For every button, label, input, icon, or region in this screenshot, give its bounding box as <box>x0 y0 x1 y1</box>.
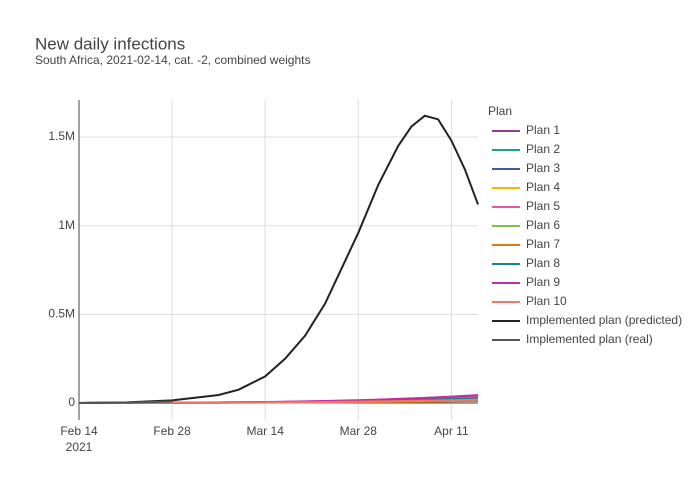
series-line <box>78 114 479 404</box>
x-tick-year: 2021 <box>66 440 93 454</box>
legend-label: Plan 6 <box>526 218 560 232</box>
x-tick-label: Apr 11 <box>434 424 469 438</box>
x-tick-label: Mar 28 <box>340 424 378 438</box>
x-tick-label: Feb 28 <box>153 424 191 438</box>
legend-label: Plan 4 <box>526 180 560 194</box>
legend-label: Plan 7 <box>526 237 560 251</box>
chart-title: New daily infections <box>35 34 185 53</box>
y-tick-label: 1M <box>58 218 75 232</box>
legend-label: Plan 2 <box>526 142 560 156</box>
y-tick-label: 0.5M <box>48 307 75 321</box>
x-tick-label: Mar 14 <box>247 424 285 438</box>
series-line <box>78 400 173 404</box>
legend-label: Plan 8 <box>526 256 560 270</box>
legend-label: Plan 9 <box>526 275 560 289</box>
legend-label: Plan 10 <box>526 294 567 308</box>
chart-subtitle: South Africa, 2021-02-14, cat. -2, combi… <box>35 53 311 67</box>
y-tick-label: 0 <box>68 395 75 409</box>
legend-title: Plan <box>488 104 512 118</box>
legend-label: Plan 5 <box>526 199 560 213</box>
legend-label: Plan 1 <box>526 123 560 137</box>
legend-label: Implemented plan (real) <box>526 332 653 346</box>
legend-label: Plan 3 <box>526 161 560 175</box>
y-tick-label: 1.5M <box>48 129 75 143</box>
legend-label: Implemented plan (predicted) <box>526 313 682 327</box>
x-tick-label: Feb 14 <box>60 424 98 438</box>
series-line <box>78 398 479 404</box>
